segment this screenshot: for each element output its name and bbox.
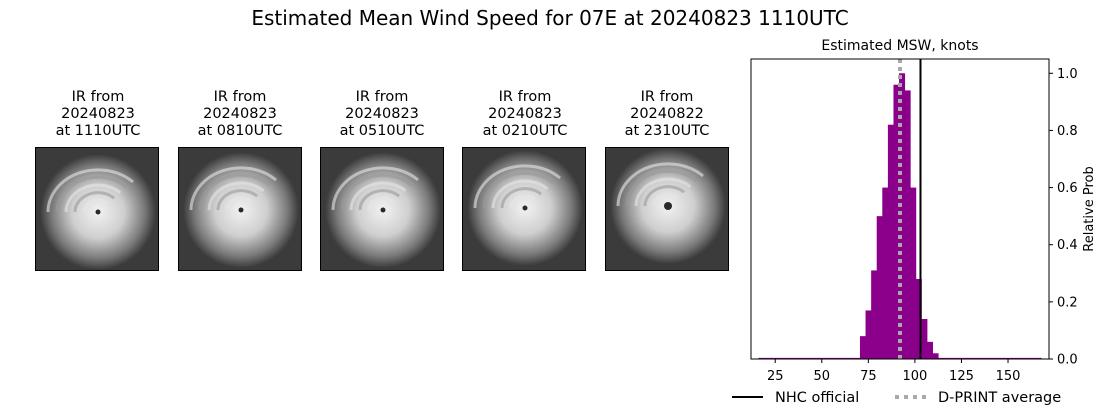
spiral-band [625, 169, 698, 207]
ir-caption-date: 20240823 [203, 106, 277, 122]
spiral-band [46, 168, 134, 213]
y-axis-label: Relative Prob [1082, 166, 1097, 251]
histogram-bar [899, 73, 906, 360]
storm-eye [522, 205, 528, 211]
ir-caption-time: at 2310UTC [624, 123, 710, 139]
storm-eye [664, 202, 672, 210]
spiral-band [358, 189, 401, 211]
histogram-bar [932, 353, 939, 359]
spiral-band [643, 185, 686, 207]
ir-caption-date: 20240823 [61, 106, 135, 122]
ir-caption: IR from 20240823 at 0210UTC [455, 89, 595, 140]
spiral-band [225, 196, 252, 211]
spiral-band [216, 189, 259, 211]
ir-caption-time: at 0810UTC [197, 123, 283, 139]
y-tick-label: 0.8 [1057, 124, 1078, 139]
spiral-band [652, 192, 679, 207]
ir-satellite-image [605, 147, 729, 271]
spiral-band [634, 177, 692, 207]
histogram-bar [904, 90, 911, 359]
ir-caption: IR from 20240822 at 2310UTC [597, 89, 737, 140]
y-tick-label: 0.6 [1057, 181, 1078, 196]
histogram-bar [915, 279, 922, 359]
x-tick-label: 25 [767, 369, 784, 384]
ir-caption-date: 20240822 [630, 106, 704, 122]
ir-panel-1: IR from 20240823 at 1110UTC [28, 89, 168, 271]
ir-caption-time: at 0510UTC [339, 123, 425, 139]
spiral-band [189, 166, 277, 211]
x-tick-label: 125 [949, 369, 974, 384]
storm-eye [380, 207, 386, 213]
y-tick-label: 0.4 [1057, 238, 1078, 253]
ir-caption-line1: IR from [640, 89, 694, 105]
spiral-band [55, 175, 128, 213]
ir-caption-time: at 0210UTC [482, 123, 568, 139]
spiral-band [73, 191, 116, 213]
histogram-bar [910, 187, 917, 359]
plot-frame [750, 58, 1050, 360]
histogram-bar [871, 270, 878, 359]
spiral-band [349, 181, 407, 211]
chart-title: Estimated MSW, knots [821, 38, 978, 54]
ir-satellite-image [462, 147, 586, 271]
ir-panel-3: IR from 20240823 at 0510UTC [312, 89, 452, 271]
ir-satellite-image [320, 147, 444, 271]
ir-caption-line1: IR from [355, 89, 409, 105]
ir-satellite-image [178, 147, 302, 271]
spiral-band [509, 194, 536, 209]
x-tick-label: 100 [902, 369, 927, 384]
spiral-band [331, 166, 419, 211]
x-tick-label: 150 [996, 369, 1021, 384]
spiral-band [500, 187, 543, 209]
legend-dprint-label: D-PRINT average [938, 390, 1061, 406]
y-tick-label: 0.2 [1057, 295, 1078, 310]
spiral-band [616, 162, 704, 207]
y-tick-label: 0.0 [1057, 353, 1078, 368]
ir-panel-4: IR from 20240823 at 0210UTC [455, 89, 595, 271]
figure-title: Estimated Mean Wind Speed for 07E at 202… [251, 6, 849, 30]
spiral-band [367, 196, 394, 211]
x-tick-label: 50 [814, 369, 831, 384]
ir-caption-time: at 1110UTC [55, 123, 141, 139]
ir-panel-2: IR from 20240823 at 0810UTC [170, 89, 310, 271]
y-tick-label: 1.0 [1057, 67, 1078, 82]
ir-caption-date: 20240823 [345, 106, 419, 122]
x-tick-label: 75 [860, 369, 877, 384]
histogram-bar [882, 187, 889, 359]
spiral-band [491, 179, 549, 209]
spiral-band [207, 181, 265, 211]
storm-eye [238, 207, 244, 213]
spiral-band [482, 171, 555, 209]
histogram-bar [893, 84, 900, 359]
ir-caption-line1: IR from [213, 89, 267, 105]
spiral-band [473, 164, 561, 209]
spiral-band [198, 173, 271, 211]
ir-panel-5: IR from 20240822 at 2310UTC [597, 89, 737, 271]
storm-eye [95, 209, 101, 215]
histogram-bar [927, 341, 933, 359]
ir-caption-line1: IR from [71, 89, 125, 105]
histogram-bar [859, 336, 866, 359]
spiral-band [340, 173, 413, 211]
ir-caption-line1: IR from [498, 89, 552, 105]
ir-satellite-image [35, 147, 159, 271]
histogram-bar [865, 310, 872, 359]
histogram-bar [876, 216, 883, 359]
legend-nhc-label: NHC official [775, 390, 859, 406]
histogram-bar [887, 124, 894, 359]
spiral-band [82, 198, 109, 213]
spiral-band [64, 183, 122, 213]
ir-caption: IR from 20240823 at 0510UTC [312, 89, 452, 140]
ir-caption-date: 20240823 [488, 106, 562, 122]
ir-caption: IR from 20240823 at 0810UTC [170, 89, 310, 140]
ir-caption: IR from 20240823 at 1110UTC [28, 89, 168, 140]
histogram-bar [921, 319, 928, 359]
